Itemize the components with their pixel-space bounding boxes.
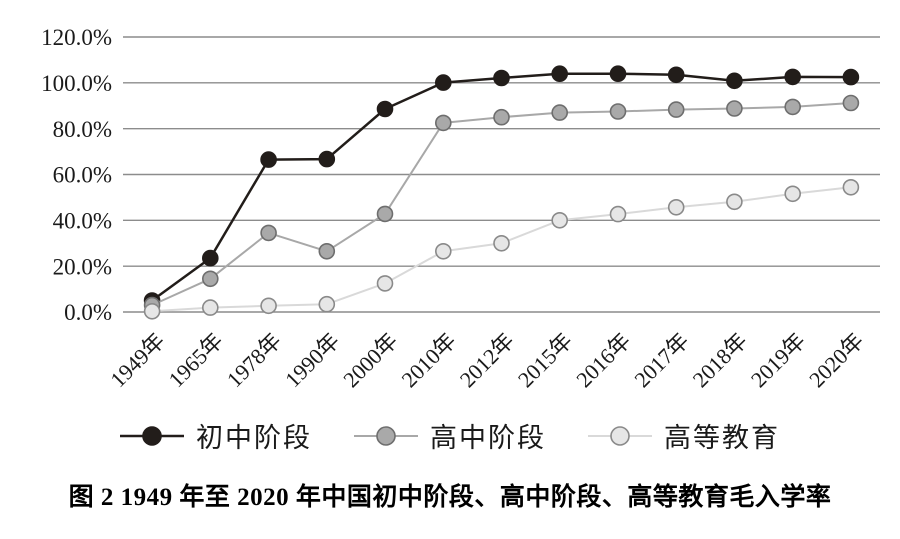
data-point <box>551 65 569 82</box>
legend-label: 高中阶段 <box>430 423 546 453</box>
data-point <box>784 185 802 203</box>
legend-label: 初中阶段 <box>196 423 312 453</box>
data-point <box>318 243 336 260</box>
data-point <box>667 101 685 118</box>
x-tick-label: 2016年 <box>571 328 635 392</box>
legend-item: 高中阶段 <box>354 416 546 455</box>
data-point <box>784 68 802 86</box>
y-tick-label: 20.0% <box>53 254 112 279</box>
data-point <box>260 297 277 315</box>
y-tick-label: 120.0% <box>41 25 112 50</box>
figure-caption: 图 2 1949 年至 2020 年中国初中阶段、高中阶段、高等教育毛入学率 <box>68 484 832 511</box>
data-point <box>609 103 627 120</box>
data-point <box>318 295 336 313</box>
data-point <box>376 205 394 223</box>
data-point <box>551 104 569 121</box>
data-point <box>493 235 510 252</box>
x-tick-label: 2017年 <box>629 328 693 392</box>
data-point <box>143 302 161 320</box>
legend-marker-icon <box>120 425 184 446</box>
data-point <box>609 65 627 82</box>
data-point <box>202 270 219 288</box>
data-point <box>551 212 569 229</box>
x-tick-label: 2020年 <box>804 328 868 392</box>
y-tick-label: 100.0% <box>41 71 112 96</box>
data-point <box>842 68 860 86</box>
y-tick-label: 60.0% <box>53 163 112 188</box>
x-tick-label: 2015年 <box>513 328 577 392</box>
y-tick-label: 40.0% <box>53 208 112 233</box>
x-tick-label: 2010年 <box>396 328 460 392</box>
x-tick-label: 2018年 <box>688 328 752 392</box>
data-point <box>726 72 743 90</box>
data-point <box>318 150 336 168</box>
x-tick-label: 1990年 <box>280 328 344 392</box>
data-point <box>434 243 452 260</box>
x-tick-label: 1978年 <box>222 328 286 392</box>
line-chart: 0.0% 20.0% 40.0% 60.0% 80.0% 100.0% 120.0% 1949… <box>41 25 880 392</box>
y-tick-label: 0.0% <box>64 300 112 325</box>
data-point <box>784 98 802 116</box>
y-tick-label: 80.0% <box>53 117 112 142</box>
x-tick-label: 2000年 <box>338 328 402 392</box>
x-tick-label: 2019年 <box>746 328 810 392</box>
legend-item: 初中阶段 <box>120 416 312 455</box>
data-point <box>493 108 510 126</box>
data-point <box>260 224 277 242</box>
x-tick-label: 2012年 <box>455 328 519 392</box>
legend-label: 高等教育 <box>664 423 780 453</box>
data-point <box>842 94 860 112</box>
data-point <box>493 69 510 87</box>
data-point <box>202 249 219 267</box>
x-tick-label: 1949年 <box>105 328 169 392</box>
data-point <box>260 151 277 168</box>
legend-marker-icon <box>588 425 652 446</box>
data-point <box>376 275 394 292</box>
data-point <box>667 66 685 84</box>
data-point <box>667 199 685 216</box>
legend-marker-icon <box>354 425 418 446</box>
data-point <box>434 74 452 91</box>
data-point <box>726 100 743 117</box>
legend-item: 高等教育 <box>588 416 780 455</box>
chart-legend: 初中阶段 高中阶段 高等教育 <box>0 416 900 455</box>
data-point <box>842 179 860 196</box>
data-point <box>376 100 394 118</box>
x-tick-label: 1965年 <box>163 328 227 392</box>
data-point <box>726 193 743 211</box>
data-point <box>609 205 627 223</box>
data-point <box>202 299 219 316</box>
series-line <box>151 102 851 307</box>
data-point <box>434 114 452 132</box>
